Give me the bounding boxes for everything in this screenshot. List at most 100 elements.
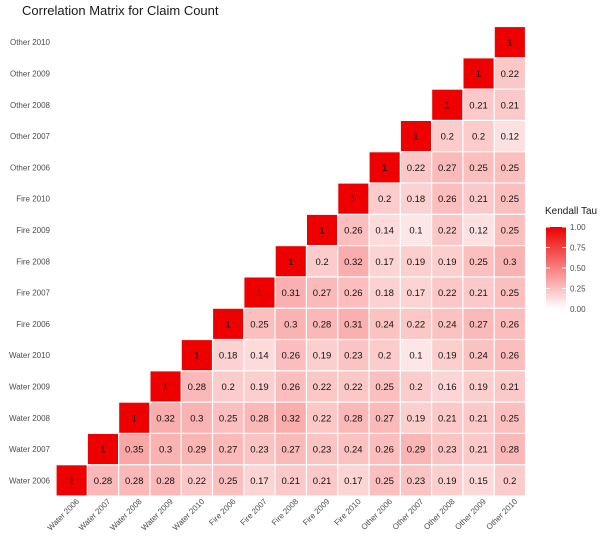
- cell-value-label: 0.32: [344, 257, 363, 268]
- y-tick-label-other-2006: Other 2006: [10, 163, 51, 172]
- x-tick-label-other-2009: Other 2009: [453, 497, 488, 532]
- cell-rect: [119, 402, 150, 433]
- heatmap-cell-water-2007-other-2006: 0.26: [369, 434, 400, 465]
- heatmap-cell-other-2006-other-2006: 1: [369, 152, 400, 183]
- cell-value-label: 0.26: [375, 445, 394, 456]
- x-tick-label-other-2008: Other 2008: [422, 497, 457, 532]
- cell-rect: [494, 214, 525, 245]
- cell-value-label: 0.23: [407, 476, 426, 487]
- cell-value-label: 0.31: [344, 319, 363, 330]
- cell-value-label: 0.24: [438, 319, 457, 330]
- cell-rect: [432, 89, 463, 120]
- cell-value-label: 0.28: [94, 476, 113, 487]
- cell-rect: [307, 340, 338, 371]
- heatmap-cell-water-2008-other-2009: 0.21: [463, 402, 494, 433]
- cell-rect: [275, 308, 306, 339]
- heatmap-cell-other-2009-other-2009: 1: [463, 58, 494, 89]
- heatmap-cell-fire-2007-fire-2008: 0.31: [275, 277, 306, 308]
- cell-value-label: 1: [476, 69, 481, 80]
- cell-rect: [307, 214, 338, 245]
- y-tick-label-water-2010: Water 2010: [9, 351, 51, 360]
- heatmap-cell-fire-2006-fire-2007: 0.25: [244, 308, 275, 339]
- heatmap-cell-fire-2006-fire-2009: 0.28: [307, 308, 338, 339]
- x-tick-label-fire-2008: Fire 2008: [270, 497, 301, 528]
- cell-rect: [307, 277, 338, 308]
- cell-rect: [275, 277, 306, 308]
- cell-rect: [494, 402, 525, 433]
- cell-rect: [400, 277, 431, 308]
- heatmap-cell-water-2006-fire-2007: 0.17: [244, 465, 275, 496]
- heatmap-cell-water-2006-fire-2010: 0.17: [338, 465, 369, 496]
- heatmap-cell-water-2008-other-2007: 0.19: [400, 402, 431, 433]
- cell-value-label: 0.3: [190, 413, 203, 424]
- heatmap-cell-fire-2009-fire-2009: 1: [307, 214, 338, 245]
- cell-rect: [369, 465, 400, 496]
- cell-rect: [87, 434, 118, 465]
- heatmap-cell-water-2006-water-2006: 1: [56, 465, 87, 496]
- cell-value-label: 0.28: [188, 382, 207, 393]
- y-tick-label-water-2006: Water 2006: [9, 476, 51, 485]
- cell-rect: [244, 371, 275, 402]
- cell-rect: [338, 402, 369, 433]
- cell-value-label: 0.21: [282, 476, 301, 487]
- cell-value-label: 0.28: [501, 445, 520, 456]
- x-tick-label-water-2009: Water 2009: [140, 497, 176, 533]
- cell-rect: [307, 308, 338, 339]
- cell-rect: [400, 371, 431, 402]
- cell-rect: [369, 308, 400, 339]
- heatmap-cell-fire-2007-other-2007: 0.17: [400, 277, 431, 308]
- cell-rect: [338, 183, 369, 214]
- cell-value-label: 0.19: [438, 476, 457, 487]
- cell-value-label: 0.1: [409, 351, 422, 362]
- cell-rect: [150, 434, 181, 465]
- cell-rect: [369, 214, 400, 245]
- legend-ticks: 1.00 0.75 0.50 0.25 0.00: [546, 223, 586, 314]
- cell-value-label: 0.22: [344, 382, 363, 393]
- cell-rect: [463, 340, 494, 371]
- heatmap-cell-water-2008-other-2010: 0.25: [494, 402, 525, 433]
- heatmap-cell-other-2008-other-2008: 1: [432, 89, 463, 120]
- heatmap-cell-water-2006-other-2006: 0.25: [369, 465, 400, 496]
- cell-value-label: 0.26: [344, 288, 363, 299]
- cell-rect: [338, 277, 369, 308]
- y-tick-label-fire-2008: Fire 2008: [16, 257, 50, 266]
- cell-value-label: 1: [69, 476, 74, 487]
- cell-value-label: 0.29: [407, 445, 426, 456]
- cell-rect: [432, 371, 463, 402]
- cell-value-label: 0.17: [344, 476, 363, 487]
- cell-value-label: 0.32: [156, 413, 175, 424]
- cell-rect: [400, 121, 431, 152]
- cell-rect: [244, 434, 275, 465]
- heatmap-cell-fire-2006-other-2009: 0.27: [463, 308, 494, 339]
- heatmap-cell-other-2006-other-2009: 0.25: [463, 152, 494, 183]
- cell-value-label: 0.28: [156, 476, 175, 487]
- x-tick-label-fire-2006: Fire 2006: [207, 497, 238, 528]
- cell-value-label: 0.27: [438, 163, 457, 174]
- cell-value-label: 1: [163, 382, 168, 393]
- cell-rect: [432, 465, 463, 496]
- heatmap-cell-water-2009-fire-2006: 0.2: [213, 371, 244, 402]
- heatmap-cell-water-2008-fire-2009: 0.22: [307, 402, 338, 433]
- cell-value-label: 0.2: [503, 476, 516, 487]
- cell-rect: [307, 371, 338, 402]
- x-tick-label-fire-2009: Fire 2009: [301, 497, 332, 528]
- heatmap-cell-other-2008-other-2010: 0.21: [494, 89, 525, 120]
- heatmap-cell-water-2009-other-2007: 0.2: [400, 371, 431, 402]
- y-tick-label-other-2009: Other 2009: [10, 69, 51, 78]
- cell-value-label: 0.27: [219, 445, 238, 456]
- heatmap-cell-other-2006-other-2007: 0.22: [400, 152, 431, 183]
- cell-rect: [369, 152, 400, 183]
- cell-value-label: 0.25: [375, 382, 394, 393]
- heatmap-cell-fire-2007-fire-2009: 0.27: [307, 277, 338, 308]
- cell-value-label: 0.2: [441, 132, 454, 143]
- cell-value-label: 0.22: [407, 319, 426, 330]
- cell-rect: [463, 214, 494, 245]
- cell-value-label: 0.12: [469, 225, 488, 236]
- chart-title: Correlation Matrix for Claim Count: [22, 3, 219, 18]
- heatmap-cell-water-2006-fire-2006: 0.25: [213, 465, 244, 496]
- y-tick-label-fire-2006: Fire 2006: [16, 320, 50, 329]
- cell-rect: [244, 340, 275, 371]
- heatmap-cell-water-2007-water-2009: 0.3: [150, 434, 181, 465]
